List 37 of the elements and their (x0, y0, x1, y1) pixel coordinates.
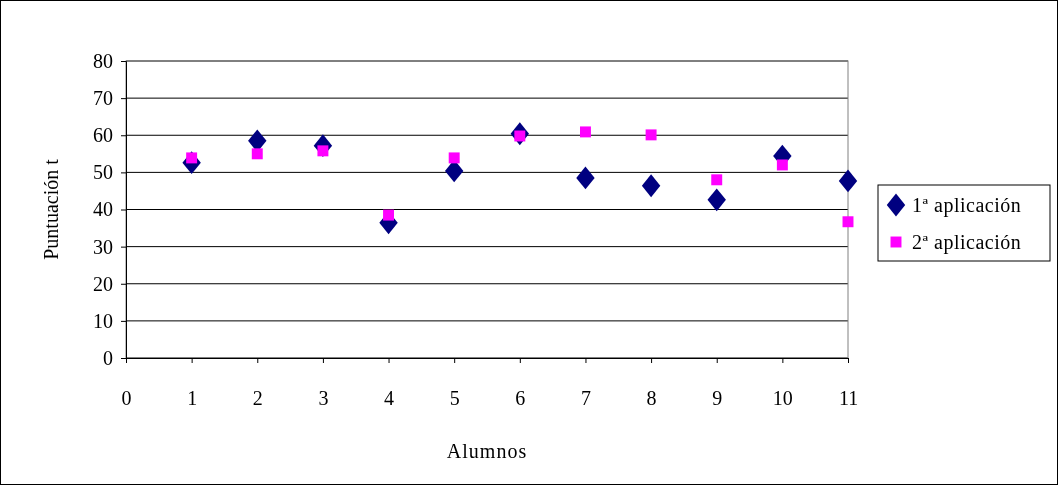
point (838, 169, 858, 193)
x-tick-label: 0 (121, 387, 132, 410)
x-tick-label: 6 (515, 387, 526, 410)
y-tick-label: 40 (93, 198, 113, 221)
x-tick-label: 9 (712, 387, 723, 410)
point (842, 216, 854, 228)
point (711, 174, 723, 186)
y-tick-label: 20 (93, 272, 113, 295)
point (645, 129, 657, 141)
x-tick-label: 2 (252, 387, 263, 410)
legend-label: 2ª aplicación (912, 231, 1022, 254)
point (776, 159, 788, 171)
x-tick-label: 7 (580, 387, 591, 410)
legend-label: 1ª aplicación (912, 194, 1022, 217)
x-tick-label: 3 (318, 387, 329, 410)
point (707, 188, 726, 212)
x-tick-label: 11 (838, 387, 859, 410)
y-tick-label: 80 (93, 49, 113, 72)
point (641, 174, 661, 198)
x-tick-label: 8 (646, 387, 657, 410)
y-tick-label: 10 (93, 309, 113, 332)
x-axis-title: Alumnos (446, 440, 528, 462)
y-tick-label: 50 (93, 161, 113, 184)
point (448, 152, 460, 164)
y-tick-label: 0 (103, 346, 113, 369)
x-tick-label: 10 (772, 387, 793, 410)
y-axis-title: Puntuación t (40, 158, 62, 260)
x-tick-label: 1 (187, 387, 198, 410)
point (251, 148, 263, 160)
x-tick-label: 5 (449, 387, 460, 410)
y-tick-label: 30 (93, 235, 113, 258)
point (383, 209, 395, 221)
y-tick-label: 60 (93, 124, 113, 147)
point (576, 166, 595, 190)
y-tick-label: 70 (93, 87, 113, 110)
point (579, 126, 591, 138)
x-tick-label: 4 (384, 387, 395, 410)
